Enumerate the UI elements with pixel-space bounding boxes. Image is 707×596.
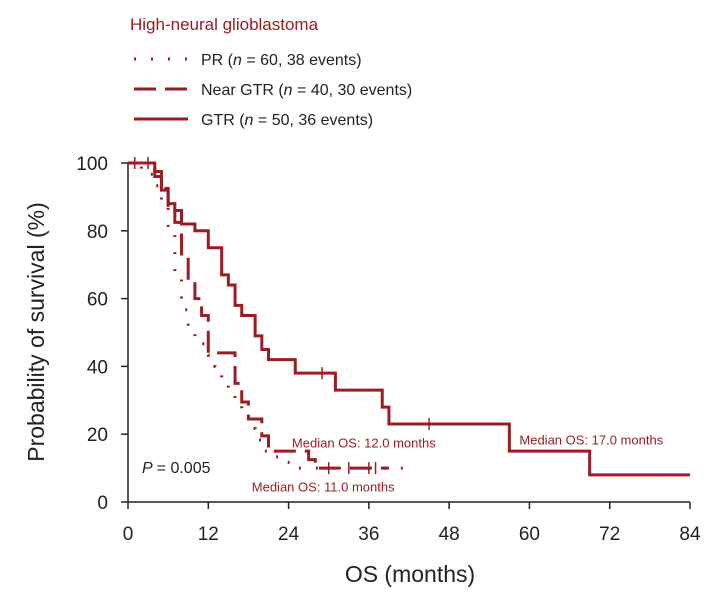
x-axis-label: OS (months) bbox=[345, 561, 475, 587]
x-tick-label: 0 bbox=[123, 524, 134, 545]
annotation-pr-median: Median OS: 11.0 months bbox=[252, 480, 395, 495]
x-tick-label: 24 bbox=[278, 524, 300, 545]
survival-curves bbox=[128, 157, 690, 477]
y-tick-label: 80 bbox=[87, 222, 108, 243]
x-tick-label: 72 bbox=[599, 524, 620, 545]
curve-gtr bbox=[128, 161, 690, 477]
y-tick-label: 100 bbox=[76, 154, 108, 175]
x-tick-label: 36 bbox=[358, 524, 379, 545]
y-tick-label: 0 bbox=[97, 493, 108, 514]
chart-title: High-neural glioblastoma bbox=[130, 15, 319, 34]
annotation-gtr-median: Median OS: 17.0 months bbox=[519, 432, 663, 447]
x-tick-label: 48 bbox=[439, 524, 460, 545]
x-tick-label: 84 bbox=[679, 524, 701, 545]
annotations: Median OS: 17.0 months Median OS: 12.0 mo… bbox=[252, 432, 664, 494]
legend-label-near-gtr: Near GTR (n = 40, 30 events) bbox=[201, 82, 412, 99]
y-tick-label: 40 bbox=[87, 357, 108, 378]
y-axis-label: Probability of survival (%) bbox=[23, 202, 49, 461]
curve-pr bbox=[128, 161, 416, 470]
legend: PR (n = 60, 38 events) Near GTR (n = 40,… bbox=[134, 52, 412, 129]
legend-label-pr: PR (n = 60, 38 events) bbox=[201, 52, 362, 69]
x-ticks: 0 12 24 36 48 60 72 84 bbox=[123, 502, 701, 545]
y-ticks: 0 20 40 60 80 100 bbox=[76, 154, 128, 514]
x-tick-label: 12 bbox=[198, 524, 219, 545]
p-value: P = 0.005 bbox=[142, 460, 211, 477]
x-tick-label: 60 bbox=[519, 524, 540, 545]
y-tick-label: 60 bbox=[87, 290, 108, 311]
annotation-neargtr-median: Median OS: 12.0 months bbox=[292, 436, 436, 451]
legend-label-gtr: GTR (n = 50, 36 events) bbox=[201, 112, 373, 129]
y-tick-label: 20 bbox=[87, 425, 108, 446]
